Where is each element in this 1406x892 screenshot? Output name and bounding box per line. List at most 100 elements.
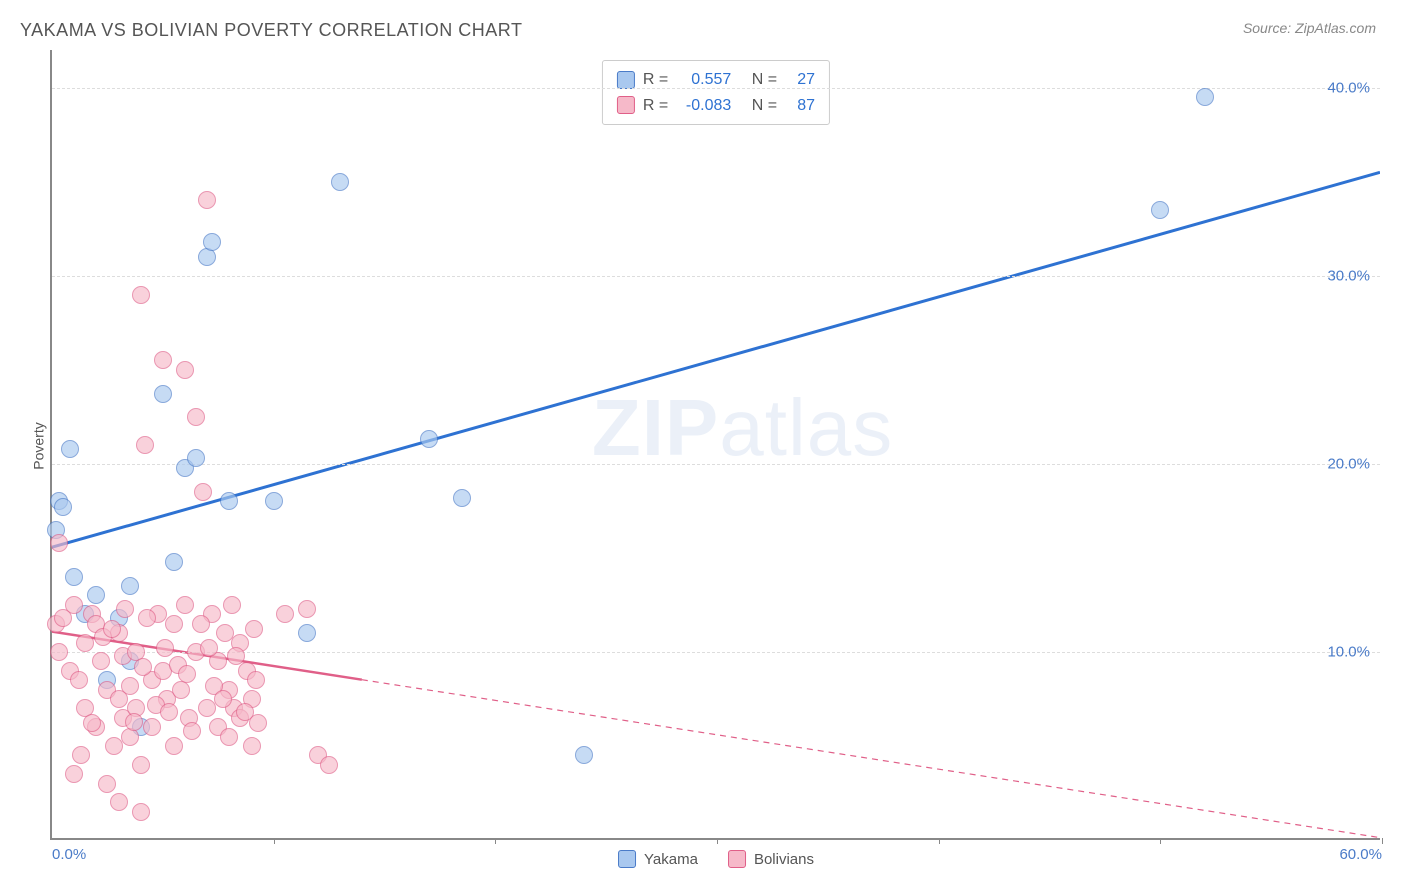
- source-label: Source: ZipAtlas.com: [1243, 20, 1376, 36]
- point-bolivians: [70, 671, 88, 689]
- gridline: [52, 464, 1380, 465]
- point-yakama: [65, 568, 83, 586]
- x-tick: [1382, 838, 1383, 844]
- legend-stats-row-0: R = 0.557 N = 27: [617, 67, 815, 93]
- point-bolivians: [176, 361, 194, 379]
- point-bolivians: [156, 639, 174, 657]
- gridline: [52, 88, 1380, 89]
- n-value-bolivians: 87: [785, 93, 815, 119]
- trend-line-dashed: [362, 680, 1380, 838]
- y-axis-label: Poverty: [31, 422, 47, 469]
- point-bolivians: [187, 408, 205, 426]
- watermark-light: atlas: [719, 383, 893, 472]
- x-tick: [939, 838, 940, 844]
- watermark: ZIPatlas: [592, 382, 893, 474]
- r-label: R =: [643, 93, 668, 119]
- point-bolivians: [198, 191, 216, 209]
- point-bolivians: [165, 737, 183, 755]
- legend-series: Yakama Bolivians: [618, 850, 814, 868]
- legend-swatch-yakama: [617, 71, 635, 89]
- point-bolivians: [65, 765, 83, 783]
- point-bolivians: [134, 658, 152, 676]
- r-label: R =: [643, 67, 668, 93]
- point-bolivians: [160, 703, 178, 721]
- point-yakama: [575, 746, 593, 764]
- legend-label-bolivians: Bolivians: [754, 851, 814, 868]
- point-bolivians: [72, 746, 90, 764]
- legend-stats-row-1: R = -0.083 N = 87: [617, 93, 815, 119]
- x-tick: [717, 838, 718, 844]
- point-bolivians: [121, 677, 139, 695]
- point-bolivians: [247, 671, 265, 689]
- point-bolivians: [92, 652, 110, 670]
- point-bolivians: [178, 665, 196, 683]
- legend-label-yakama: Yakama: [644, 851, 698, 868]
- point-bolivians: [220, 728, 238, 746]
- point-bolivians: [276, 605, 294, 623]
- point-bolivians: [176, 596, 194, 614]
- point-bolivians: [125, 713, 143, 731]
- point-bolivians: [200, 639, 218, 657]
- x-tick-label: 0.0%: [52, 846, 86, 863]
- point-bolivians: [194, 483, 212, 501]
- point-bolivians: [98, 775, 116, 793]
- plot-area: ZIPatlas R = 0.557 N = 27 R = -0.083 N =…: [50, 50, 1380, 840]
- y-tick-label: 30.0%: [1327, 267, 1370, 284]
- point-bolivians: [143, 718, 161, 736]
- point-yakama: [187, 449, 205, 467]
- x-tick: [274, 838, 275, 844]
- point-yakama: [331, 173, 349, 191]
- point-bolivians: [245, 620, 263, 638]
- r-value-bolivians: -0.083: [676, 93, 731, 119]
- point-bolivians: [138, 609, 156, 627]
- legend-stats: R = 0.557 N = 27 R = -0.083 N = 87: [602, 60, 830, 125]
- point-yakama: [154, 385, 172, 403]
- point-yakama: [265, 492, 283, 510]
- y-tick-label: 40.0%: [1327, 79, 1370, 96]
- point-bolivians: [132, 803, 150, 821]
- y-tick-label: 20.0%: [1327, 455, 1370, 472]
- point-bolivians: [50, 643, 68, 661]
- point-bolivians: [136, 436, 154, 454]
- point-bolivians: [165, 615, 183, 633]
- legend-swatch-yakama-b: [618, 850, 636, 868]
- chart-title: YAKAMA VS BOLIVIAN POVERTY CORRELATION C…: [20, 20, 522, 41]
- point-bolivians: [183, 722, 201, 740]
- point-bolivians: [298, 600, 316, 618]
- point-bolivians: [192, 615, 210, 633]
- point-yakama: [121, 577, 139, 595]
- point-yakama: [203, 233, 221, 251]
- point-yakama: [1196, 88, 1214, 106]
- point-bolivians: [132, 286, 150, 304]
- x-tick: [1160, 838, 1161, 844]
- legend-swatch-bolivians-b: [728, 850, 746, 868]
- point-bolivians: [110, 793, 128, 811]
- point-yakama: [420, 430, 438, 448]
- point-bolivians: [116, 600, 134, 618]
- point-bolivians: [223, 596, 241, 614]
- point-bolivians: [76, 634, 94, 652]
- point-bolivians: [83, 714, 101, 732]
- r-value-yakama: 0.557: [676, 67, 731, 93]
- x-tick-label: 60.0%: [1339, 846, 1382, 863]
- n-label: N =: [752, 93, 777, 119]
- point-bolivians: [154, 351, 172, 369]
- n-label: N =: [752, 67, 777, 93]
- point-yakama: [220, 492, 238, 510]
- point-yakama: [61, 440, 79, 458]
- n-value-yakama: 27: [785, 67, 815, 93]
- point-yakama: [453, 489, 471, 507]
- point-bolivians: [320, 756, 338, 774]
- point-bolivians: [132, 756, 150, 774]
- watermark-bold: ZIP: [592, 383, 719, 472]
- point-bolivians: [65, 596, 83, 614]
- point-bolivians: [249, 714, 267, 732]
- point-bolivians: [214, 690, 232, 708]
- chart-container: YAKAMA VS BOLIVIAN POVERTY CORRELATION C…: [0, 0, 1406, 892]
- x-tick: [495, 838, 496, 844]
- point-bolivians: [243, 737, 261, 755]
- point-yakama: [298, 624, 316, 642]
- point-yakama: [1151, 201, 1169, 219]
- gridline: [52, 652, 1380, 653]
- legend-item-bolivians: Bolivians: [728, 850, 814, 868]
